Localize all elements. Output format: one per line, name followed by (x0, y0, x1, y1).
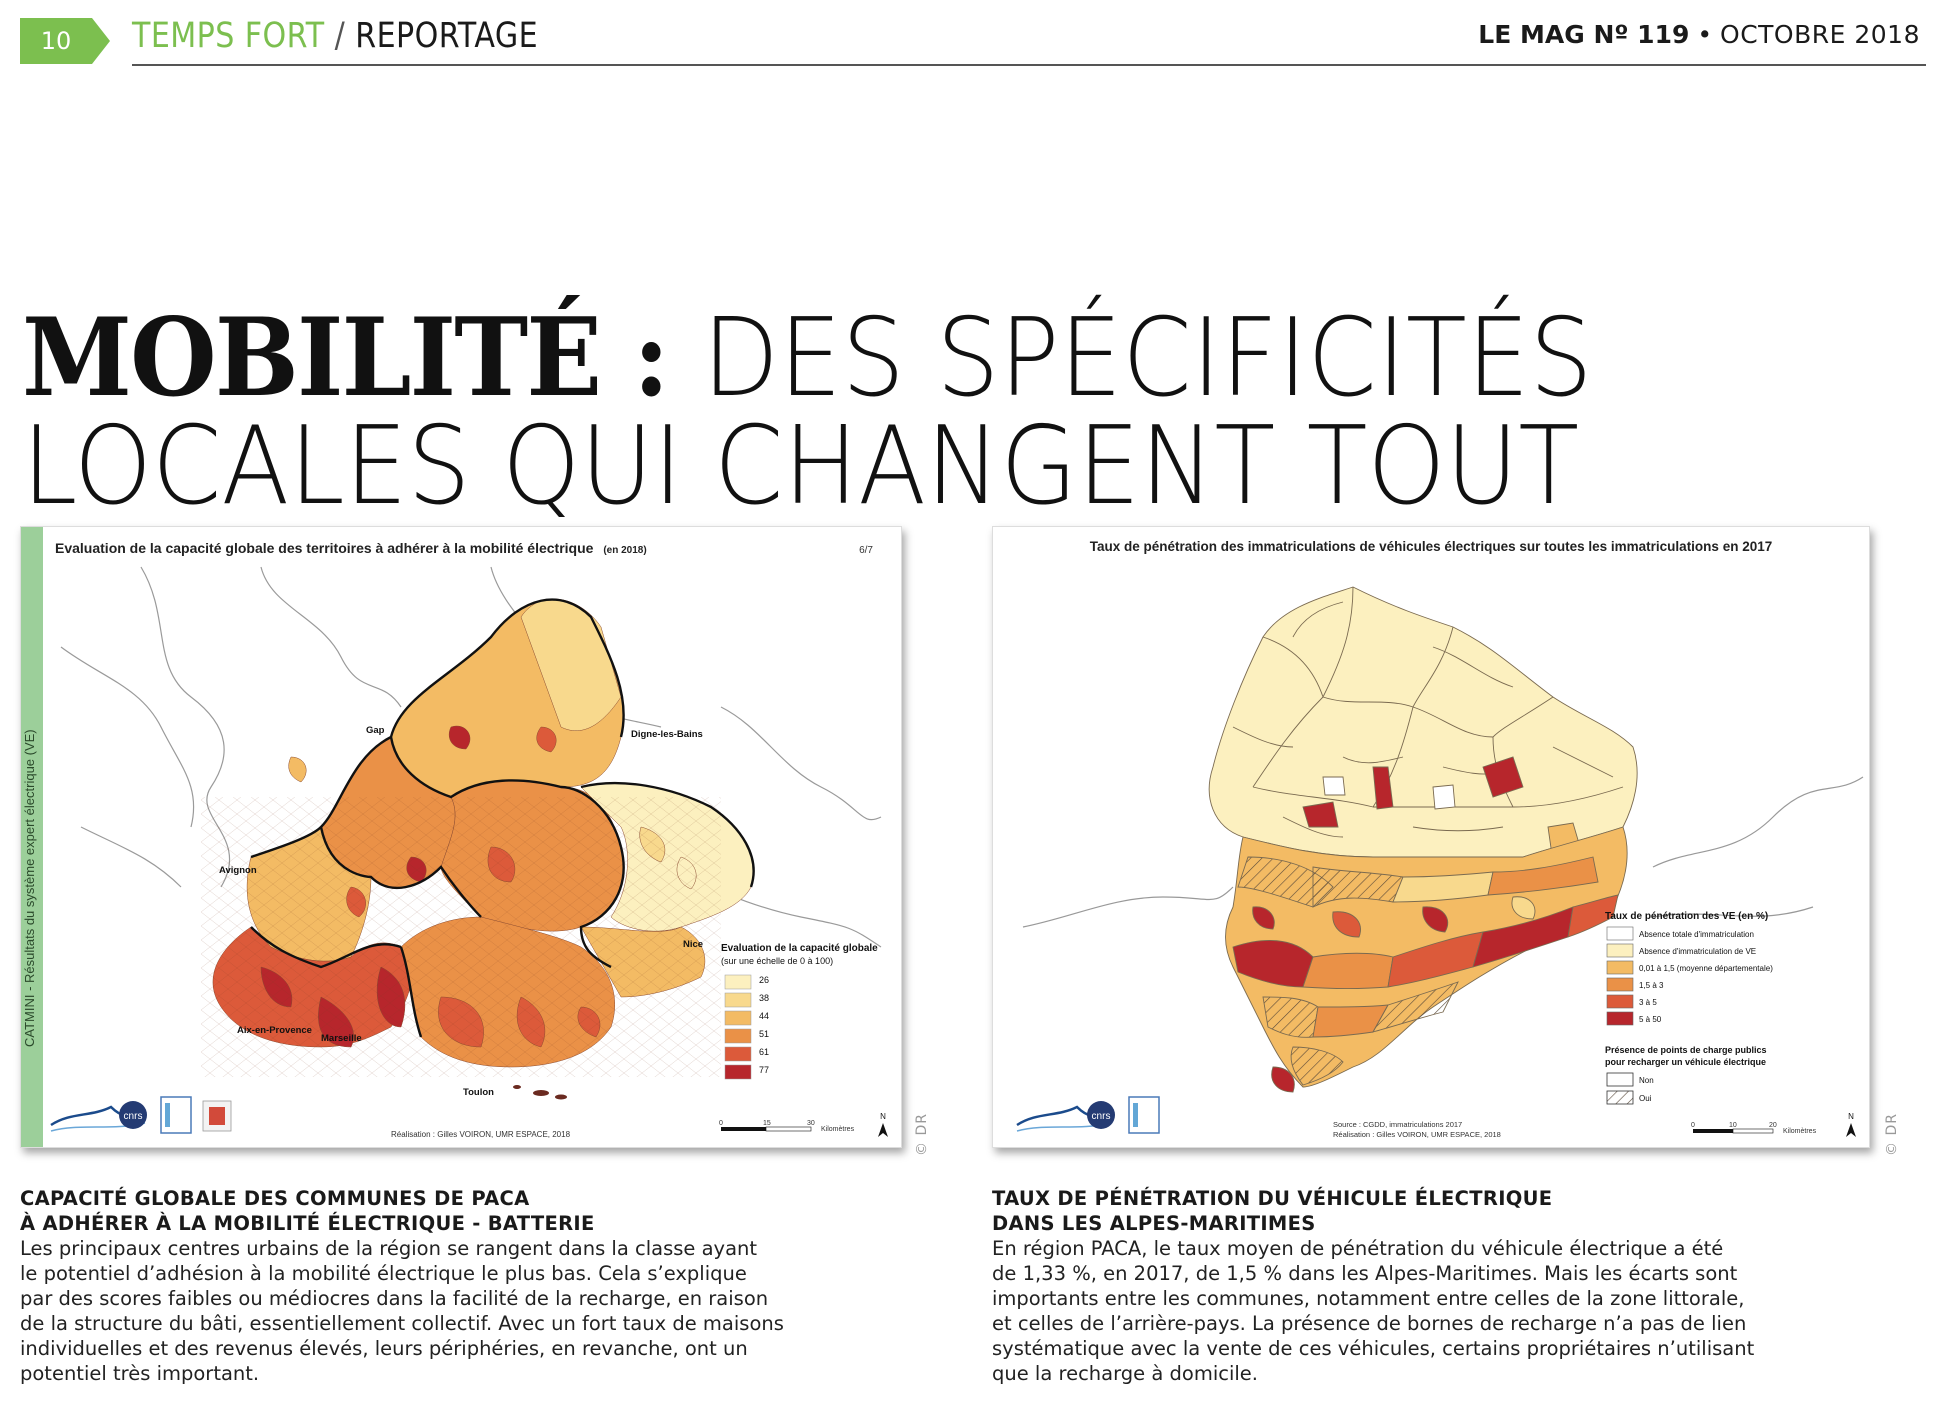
city-avignon: Avignon (219, 865, 257, 876)
svg-text:Kilomètres: Kilomètres (821, 1126, 855, 1133)
map-left-credit: Réalisation : Gilles VOIRON, UMR ESPACE,… (391, 1130, 571, 1139)
headline-line-1: MOBILITÉ : DES SPÉCIFICITÉS (22, 304, 1752, 413)
svg-text:N: N (880, 1112, 886, 1121)
caption-left-title: CAPACITÉ GLOBALE DES COMMUNES DE PACA À … (20, 1187, 595, 1235)
am-communes (1208, 586, 1638, 880)
city-nice: Nice (683, 939, 703, 950)
city-gap: Gap (366, 725, 385, 736)
city-toulon: Toulon (463, 1087, 494, 1098)
legend-item: 1,5 à 3 (1639, 981, 1664, 990)
legend-item: Absence d'immatriculation de VE (1639, 947, 1756, 956)
map-paca-capacity: CATMINI - Résultats du système expert él… (20, 526, 902, 1148)
headline-light-2: LOCALES QUI CHANGENT TOUT (22, 404, 1580, 530)
legend2-title: Présence de points de charge publics (1605, 1045, 1767, 1055)
cnrs-logo (119, 1101, 147, 1129)
magazine-name: LE MAG Nº 119 (1478, 20, 1690, 49)
partner-logos: cnrs (1016, 1096, 1160, 1134)
page-number-badge (20, 18, 110, 64)
svg-text:cnrs: cnrs (124, 1111, 143, 1122)
headline-light-1: DES SPÉCIFICITÉS (702, 296, 1593, 422)
caption-left: CAPACITÉ GLOBALE DES COMMUNES DE PACA À … (20, 1186, 900, 1386)
headline-bold: MOBILITÉ : (22, 295, 670, 422)
map-left-title: Evaluation de la capacité globale des te… (55, 540, 647, 556)
svg-text:20: 20 (1769, 1122, 1777, 1129)
magazine-issue: LE MAG Nº 119 • OCTOBRE 2018 (1478, 20, 1920, 49)
map-right-scale: 0 10 20 Kilomètres (1691, 1122, 1817, 1135)
legend-value: 26 (759, 975, 769, 985)
header-divider (132, 64, 1926, 66)
city-digne: Digne-les-Bains (631, 729, 703, 740)
caption-right-title: TAUX DE PÉNÉTRATION DU VÉHICULE ÉLECTRIQ… (992, 1187, 1553, 1235)
map-alpes-maritimes-ev: Taux de pénétration des immatriculations… (992, 526, 1870, 1148)
svg-text:15: 15 (763, 1120, 771, 1127)
map-left-legend: Evaluation de la capacité globale (sur u… (721, 943, 878, 1080)
legend-title: Evaluation de la capacité globale (721, 943, 878, 954)
legend2-title: pour recharger un véhicule électrique (1605, 1057, 1766, 1067)
legend-item: Absence totale d'immatriculation (1639, 930, 1754, 939)
coastal-communes (1225, 826, 1628, 1093)
svg-text:0: 0 (719, 1120, 723, 1127)
legend-value: 61 (759, 1047, 769, 1057)
caption-right-body: En région PACA, le taux moyen de pénétra… (992, 1237, 1755, 1385)
north-arrow: N (878, 1112, 888, 1137)
north-arrow: N (1846, 1112, 1856, 1137)
page-number: 10 (40, 27, 72, 55)
svg-text:N: N (1848, 1112, 1854, 1121)
legend2-item: Oui (1639, 1094, 1652, 1103)
legend-item: 5 à 50 (1639, 1015, 1662, 1024)
islands (513, 1085, 567, 1100)
map-right-title: Taux de pénétration des immatriculations… (1090, 539, 1772, 554)
section-heading: TEMPS FORT / REPORTAGE (132, 16, 538, 56)
caption-right: TAUX DE PÉNÉTRATION DU VÉHICULE ÉLECTRIQ… (992, 1186, 1872, 1386)
map-right-source: Source : CGDD, immatriculations 2017 (1333, 1120, 1462, 1129)
issue-date: OCTOBRE 2018 (1720, 20, 1920, 49)
svg-text:10: 10 (1729, 1122, 1737, 1129)
neighbour-borders (1022, 776, 1864, 928)
map-right-credit: Réalisation : Gilles VOIRON, UMR ESPACE,… (1333, 1130, 1501, 1139)
cnrs-logo (1087, 1101, 1115, 1129)
map-am-svg: Taux de pénétration des immatriculations… (993, 527, 1869, 1147)
legend-subtitle: (sur une échelle de 0 à 100) (721, 956, 833, 966)
department-borders (250, 598, 755, 1038)
legend-value: 44 (759, 1011, 769, 1021)
city-marseille: Marseille (321, 1033, 362, 1044)
issue-bullet: • (1697, 20, 1713, 49)
partner-logos: cnrs (50, 1096, 232, 1134)
svg-text:0: 0 (1691, 1122, 1695, 1129)
legend-value: 38 (759, 993, 769, 1003)
photo-credit-right: © DR (1884, 1113, 1900, 1156)
caption-left-body: Les principaux centres urbains de la rég… (20, 1237, 784, 1385)
legend-value: 77 (759, 1065, 769, 1075)
svg-text:Kilomètres: Kilomètres (1783, 1128, 1817, 1135)
section-separator: / (334, 16, 346, 56)
city-aix: Aix-en-Provence (237, 1025, 312, 1036)
map-left-scale: 0 15 30 Kilomètres (719, 1120, 855, 1133)
subsection-name: REPORTAGE (355, 16, 539, 56)
svg-text:cnrs: cnrs (1092, 1111, 1111, 1122)
section-name: TEMPS FORT (132, 16, 325, 56)
map-page-marker: 6/7 (859, 545, 873, 556)
map-paca-svg: CATMINI - Résultats du système expert él… (21, 527, 901, 1147)
map-right-legend: Taux de pénétration des VE (en %) Absenc… (1605, 911, 1773, 1105)
article-headline: MOBILITÉ : DES SPÉCIFICITÉS LOCALES QUI … (22, 304, 1752, 521)
legend-value: 51 (759, 1029, 769, 1039)
map-sidebar-band (21, 527, 43, 1147)
svg-text:30: 30 (807, 1120, 815, 1127)
legend-item: 3 à 5 (1639, 998, 1657, 1007)
legend2-item: Non (1639, 1076, 1654, 1085)
map-side-label: CATMINI - Résultats du système expert él… (22, 729, 37, 1047)
photo-credit-left: © DR (914, 1113, 930, 1156)
legend-item: 0,01 à 1,5 (moyenne départementale) (1639, 964, 1773, 973)
legend-title: Taux de pénétration des VE (en %) (1605, 911, 1768, 922)
